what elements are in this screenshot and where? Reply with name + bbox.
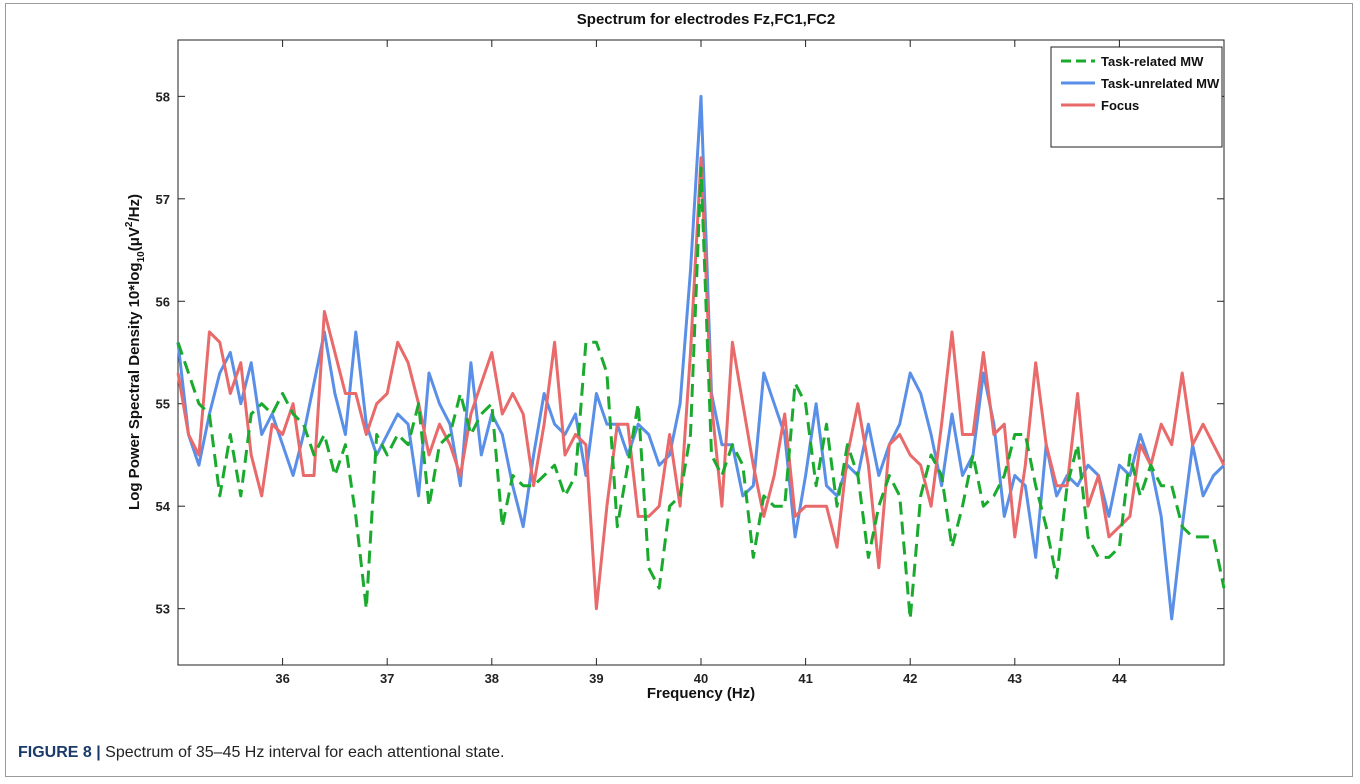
x-tick-label: 40 bbox=[694, 671, 708, 686]
legend-label: Task-related MW bbox=[1101, 54, 1204, 69]
x-tick-label: 41 bbox=[798, 671, 812, 686]
figure-frame bbox=[5, 3, 1353, 777]
y-tick-label: 54 bbox=[156, 499, 171, 514]
y-axis-label: Log Power Spectral Density 10*log10(μV2/… bbox=[124, 194, 147, 510]
legend-box bbox=[1050, 46, 1223, 148]
y-label-part: Log Power Spectral Density 10*log bbox=[126, 262, 143, 510]
y-label-part: 2 bbox=[124, 221, 135, 227]
figure-label: FIGURE 8 | bbox=[18, 744, 101, 761]
caption-text: Spectrum of 35–45 Hz interval for each a… bbox=[100, 744, 505, 761]
spectrum-chart: Spectrum for electrodes Fz,FC1,FC2 36 37 3… bbox=[124, 11, 1226, 702]
x-tick-label: 39 bbox=[589, 671, 603, 686]
y-tick-label: 55 bbox=[156, 397, 170, 412]
x-tick-label: 36 bbox=[275, 671, 289, 686]
y-label-part: 10 bbox=[136, 251, 147, 263]
x-tick-label: 37 bbox=[380, 671, 394, 686]
chart-title: Spectrum for electrodes Fz,FC1,FC2 bbox=[577, 11, 835, 28]
x-axis-label: Frequency (Hz) bbox=[647, 685, 755, 702]
figure-caption: FIGURE 8 | Spectrum of 35–45 Hz interval… bbox=[18, 744, 505, 762]
y-label-part: (μV bbox=[126, 227, 143, 251]
series-line-1 bbox=[176, 166, 1226, 621]
y-tick-label: 53 bbox=[156, 602, 170, 617]
x-tick-label: 43 bbox=[1008, 671, 1022, 686]
x-tick-label: 44 bbox=[1112, 671, 1127, 686]
legend-label: Focus bbox=[1101, 98, 1139, 113]
series-line-3 bbox=[176, 156, 1226, 611]
x-tick-label: 38 bbox=[485, 671, 499, 686]
y-tick-label: 56 bbox=[156, 294, 170, 309]
y-tick-label: 57 bbox=[156, 192, 170, 207]
y-tick-label: 58 bbox=[156, 89, 170, 104]
legend: Task-related MW Task-unrelated MW Focus bbox=[1050, 46, 1223, 148]
legend-label: Task-unrelated MW bbox=[1101, 76, 1220, 91]
y-label-part: /Hz) bbox=[126, 194, 143, 222]
x-tick-label: 42 bbox=[903, 671, 917, 686]
